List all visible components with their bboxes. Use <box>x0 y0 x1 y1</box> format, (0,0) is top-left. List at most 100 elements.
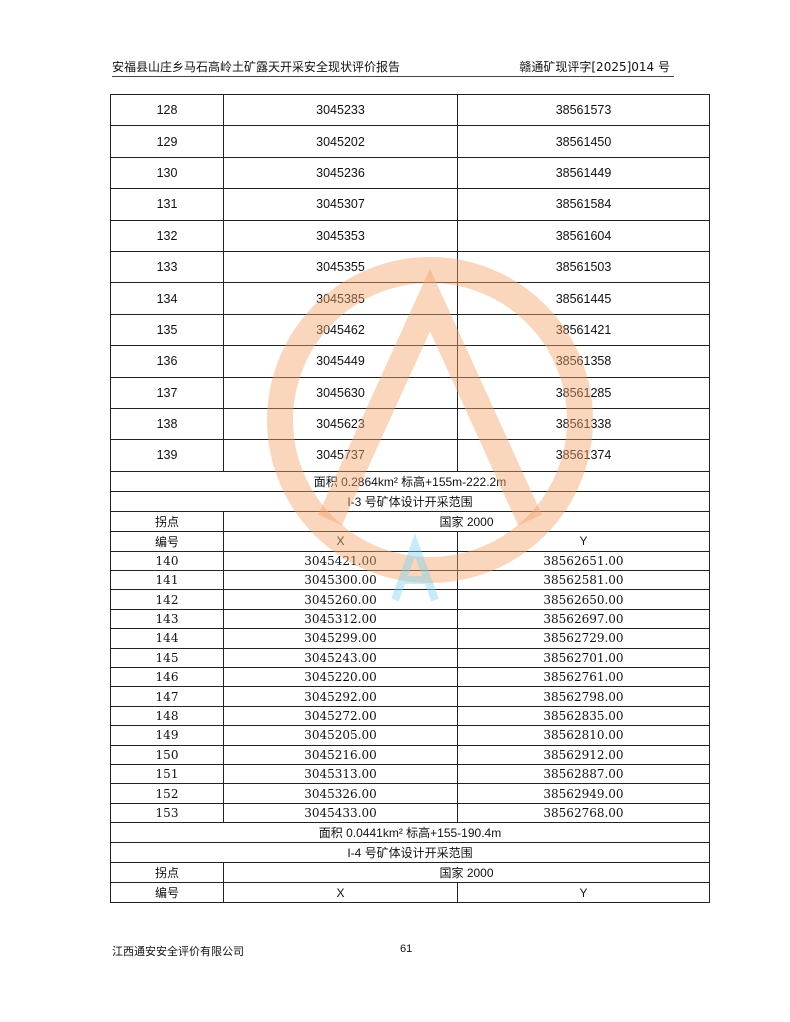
point-no: 130 <box>110 156 224 190</box>
page-number: 61 <box>400 943 413 955</box>
table-row: 132 3045353 38561604 <box>110 219 710 252</box>
table-row: 145 3045243.00 38562701.00 <box>110 647 710 669</box>
table-row: 编号 X Y <box>110 530 710 552</box>
header-x: X <box>223 882 458 904</box>
x-coord: 3045449 <box>223 345 458 378</box>
area-elevation-summary: 面积 0.2864km² 标高+155m-222.2m <box>110 470 710 492</box>
y-coord: 38562810.00 <box>457 725 710 746</box>
point-no: 131 <box>110 188 224 221</box>
y-coord: 38561285 <box>457 376 710 409</box>
section-title: I-3 号矿体设计开采范围 <box>110 490 710 512</box>
table-row: 142 3045260.00 38562650.00 <box>110 589 710 610</box>
point-no: 135 <box>110 313 224 347</box>
point-no: 147 <box>110 686 224 707</box>
y-coord: 38562650.00 <box>457 589 710 610</box>
x-coord: 3045313.00 <box>223 763 458 785</box>
x-coord: 3045236 <box>223 156 458 190</box>
point-no: 153 <box>110 802 224 824</box>
point-no: 145 <box>110 647 224 669</box>
point-no: 140 <box>110 550 224 572</box>
point-no: 134 <box>110 282 224 315</box>
x-coord: 3045243.00 <box>223 647 458 669</box>
y-coord: 38561449 <box>457 156 710 190</box>
x-coord: 3045202 <box>223 125 458 158</box>
x-coord: 3045623 <box>223 407 458 441</box>
header-y: Y <box>457 882 710 904</box>
table-row: 面积 0.0441km² 标高+155-190.4m <box>110 822 710 844</box>
table-row: 131 3045307 38561584 <box>110 188 710 221</box>
table-row: 编号 X Y <box>110 882 710 904</box>
x-coord: 3045385 <box>223 282 458 315</box>
y-coord: 38562651.00 <box>457 550 710 572</box>
x-coord: 3045737 <box>223 439 458 472</box>
y-coord: 38562949.00 <box>457 783 710 804</box>
y-coord: 38561503 <box>457 250 710 284</box>
point-no: 144 <box>110 628 224 649</box>
table-row: 144 3045299.00 38562729.00 <box>110 628 710 649</box>
header-coordinate-system: 国家 2000 <box>223 510 710 532</box>
y-coord: 38561573 <box>457 93 710 127</box>
y-coord: 38561450 <box>457 125 710 158</box>
y-coord: 38561374 <box>457 439 710 472</box>
table-row: 面积 0.2864km² 标高+155m-222.2m <box>110 470 710 492</box>
point-no: 133 <box>110 250 224 284</box>
table-row: 152 3045326.00 38562949.00 <box>110 783 710 804</box>
footer-company: 江西通安安全评价有限公司 <box>112 946 244 958</box>
table-row: 149 3045205.00 38562810.00 <box>110 725 710 746</box>
x-coord: 3045307 <box>223 188 458 221</box>
y-coord: 38562798.00 <box>457 686 710 707</box>
y-coord: 38562887.00 <box>457 763 710 785</box>
table-row: 146 3045220.00 38562761.00 <box>110 667 710 688</box>
y-coord: 38562697.00 <box>457 608 710 630</box>
header-y: Y <box>457 530 710 552</box>
table-row: 133 3045355 38561503 <box>110 250 710 284</box>
x-coord: 3045353 <box>223 219 458 252</box>
x-coord: 3045299.00 <box>223 628 458 649</box>
coordinates-table: 128 3045233 38561573 129 3045202 38561450 130 3… <box>110 93 710 904</box>
y-coord: 38561421 <box>457 313 710 347</box>
table-row: 140 3045421.00 38562651.00 <box>110 550 710 572</box>
table-row: 137 3045630 38561285 <box>110 376 710 409</box>
point-no: 151 <box>110 763 224 785</box>
table-row: 153 3045433.00 38562768.00 <box>110 802 710 824</box>
point-no: 141 <box>110 570 224 591</box>
point-no: 139 <box>110 439 224 472</box>
y-coord: 38561358 <box>457 345 710 378</box>
x-coord: 3045272.00 <box>223 705 458 727</box>
header-point: 拐点 <box>110 510 224 532</box>
x-coord: 3045216.00 <box>223 744 458 765</box>
x-coord: 3045462 <box>223 313 458 347</box>
y-coord: 38562912.00 <box>457 744 710 765</box>
x-coord: 3045421.00 <box>223 550 458 572</box>
table-row: I-3 号矿体设计开采范围 <box>110 490 710 512</box>
y-coord: 38562835.00 <box>457 705 710 727</box>
table-row: 128 3045233 38561573 <box>110 93 710 127</box>
y-coord: 38562768.00 <box>457 802 710 824</box>
point-no: 128 <box>110 93 224 127</box>
table-row: I-4 号矿体设计开采范围 <box>110 842 710 864</box>
report-title: 安福县山庄乡马石高岭土矿露天开采安全现状评价报告 <box>112 60 401 74</box>
table-row: 141 3045300.00 38562581.00 <box>110 570 710 591</box>
table-row: 136 3045449 38561358 <box>110 345 710 378</box>
y-coord: 38562761.00 <box>457 667 710 688</box>
x-coord: 3045233 <box>223 93 458 127</box>
point-no: 129 <box>110 125 224 158</box>
point-no: 149 <box>110 725 224 746</box>
point-no: 143 <box>110 608 224 630</box>
y-coord: 38561338 <box>457 407 710 441</box>
x-coord: 3045205.00 <box>223 725 458 746</box>
point-no: 148 <box>110 705 224 727</box>
x-coord: 3045433.00 <box>223 802 458 824</box>
table-row: 143 3045312.00 38562697.00 <box>110 608 710 630</box>
point-no: 152 <box>110 783 224 804</box>
x-coord: 3045220.00 <box>223 667 458 688</box>
point-no: 136 <box>110 345 224 378</box>
y-coord: 38562581.00 <box>457 570 710 591</box>
table-row: 151 3045313.00 38562887.00 <box>110 763 710 785</box>
table-row: 138 3045623 38561338 <box>110 407 710 441</box>
header-x: X <box>223 530 458 552</box>
document-number: 赣通矿现评字[2025]014 号 <box>519 60 670 74</box>
table-row: 134 3045385 38561445 <box>110 282 710 315</box>
header-number: 编号 <box>110 882 224 904</box>
x-coord: 3045312.00 <box>223 608 458 630</box>
